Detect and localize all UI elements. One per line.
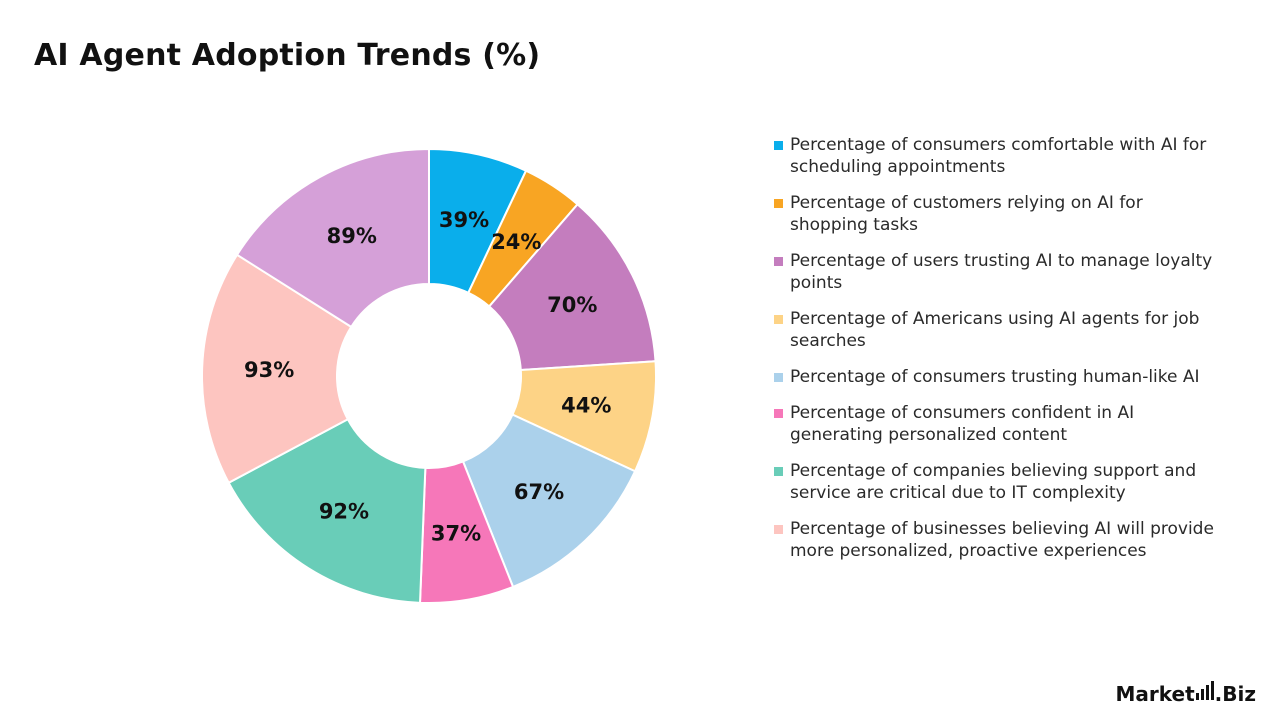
donut-slice-7 [227, 417, 427, 604]
slice-label-9: 89% [327, 224, 377, 248]
legend-item-4: Percentage of Americans using AI agents … [774, 308, 1214, 352]
donut-slices [201, 147, 657, 604]
slice-label-2: 24% [491, 230, 541, 254]
brand-text-market: Market [1115, 682, 1195, 706]
slice-label-1: 39% [439, 208, 489, 232]
chart-title: AI Agent Adoption Trends (%) [34, 38, 541, 73]
legend-label: Percentage of Americans using AI agents … [790, 309, 1200, 351]
legend-swatch [774, 467, 783, 476]
chart-legend: Percentage of consumers comfortable with… [774, 134, 1214, 576]
legend-label: Percentage of users trusting AI to manag… [790, 251, 1213, 293]
legend-swatch [774, 409, 783, 418]
legend-item-8: Percentage of businesses believing AI wi… [774, 518, 1214, 562]
slice-label-6: 37% [431, 522, 481, 546]
legend-swatch [774, 373, 783, 382]
donut-slice-3 [487, 202, 657, 372]
legend-swatch [774, 199, 783, 208]
donut-slice-9 [235, 147, 430, 329]
legend-swatch [774, 257, 783, 266]
donut-slice-8 [201, 253, 353, 485]
legend-item-5: Percentage of consumers trusting human-l… [774, 366, 1214, 388]
legend-item-2: Percentage of customers relying on AI fo… [774, 192, 1214, 236]
slice-label-4: 44% [561, 393, 611, 417]
legend-label: Percentage of businesses believing AI wi… [790, 519, 1214, 561]
slice-label-5: 67% [514, 480, 564, 504]
legend-swatch [774, 315, 783, 324]
legend-swatch [774, 141, 783, 150]
legend-label: Percentage of customers relying on AI fo… [790, 193, 1143, 235]
legend-item-1: Percentage of consumers comfortable with… [774, 134, 1214, 178]
legend-item-7: Percentage of companies believing suppor… [774, 460, 1214, 504]
brand-text-biz: .Biz [1214, 682, 1256, 706]
legend-swatch [774, 525, 783, 534]
legend-label: Percentage of consumers trusting human-l… [790, 367, 1200, 387]
legend-label: Percentage of consumers comfortable with… [790, 135, 1207, 177]
slice-label-8: 93% [244, 358, 294, 382]
legend-label: Percentage of consumers confident in AI … [790, 403, 1135, 445]
legend-label: Percentage of companies believing suppor… [790, 461, 1197, 503]
bar-chart-icon [1195, 681, 1214, 700]
slice-label-7: 92% [319, 500, 369, 524]
slice-label-3: 70% [547, 293, 597, 317]
donut-slice-labels: 39%24% 70% 44% 67% 37% 92% 93% 89% [244, 208, 611, 546]
legend-item-6: Percentage of consumers confident in AI … [774, 402, 1214, 446]
brand-logo: Market .Biz [1115, 681, 1256, 706]
legend-item-3: Percentage of users trusting AI to manag… [774, 250, 1214, 294]
donut-slice-5 [461, 413, 637, 589]
